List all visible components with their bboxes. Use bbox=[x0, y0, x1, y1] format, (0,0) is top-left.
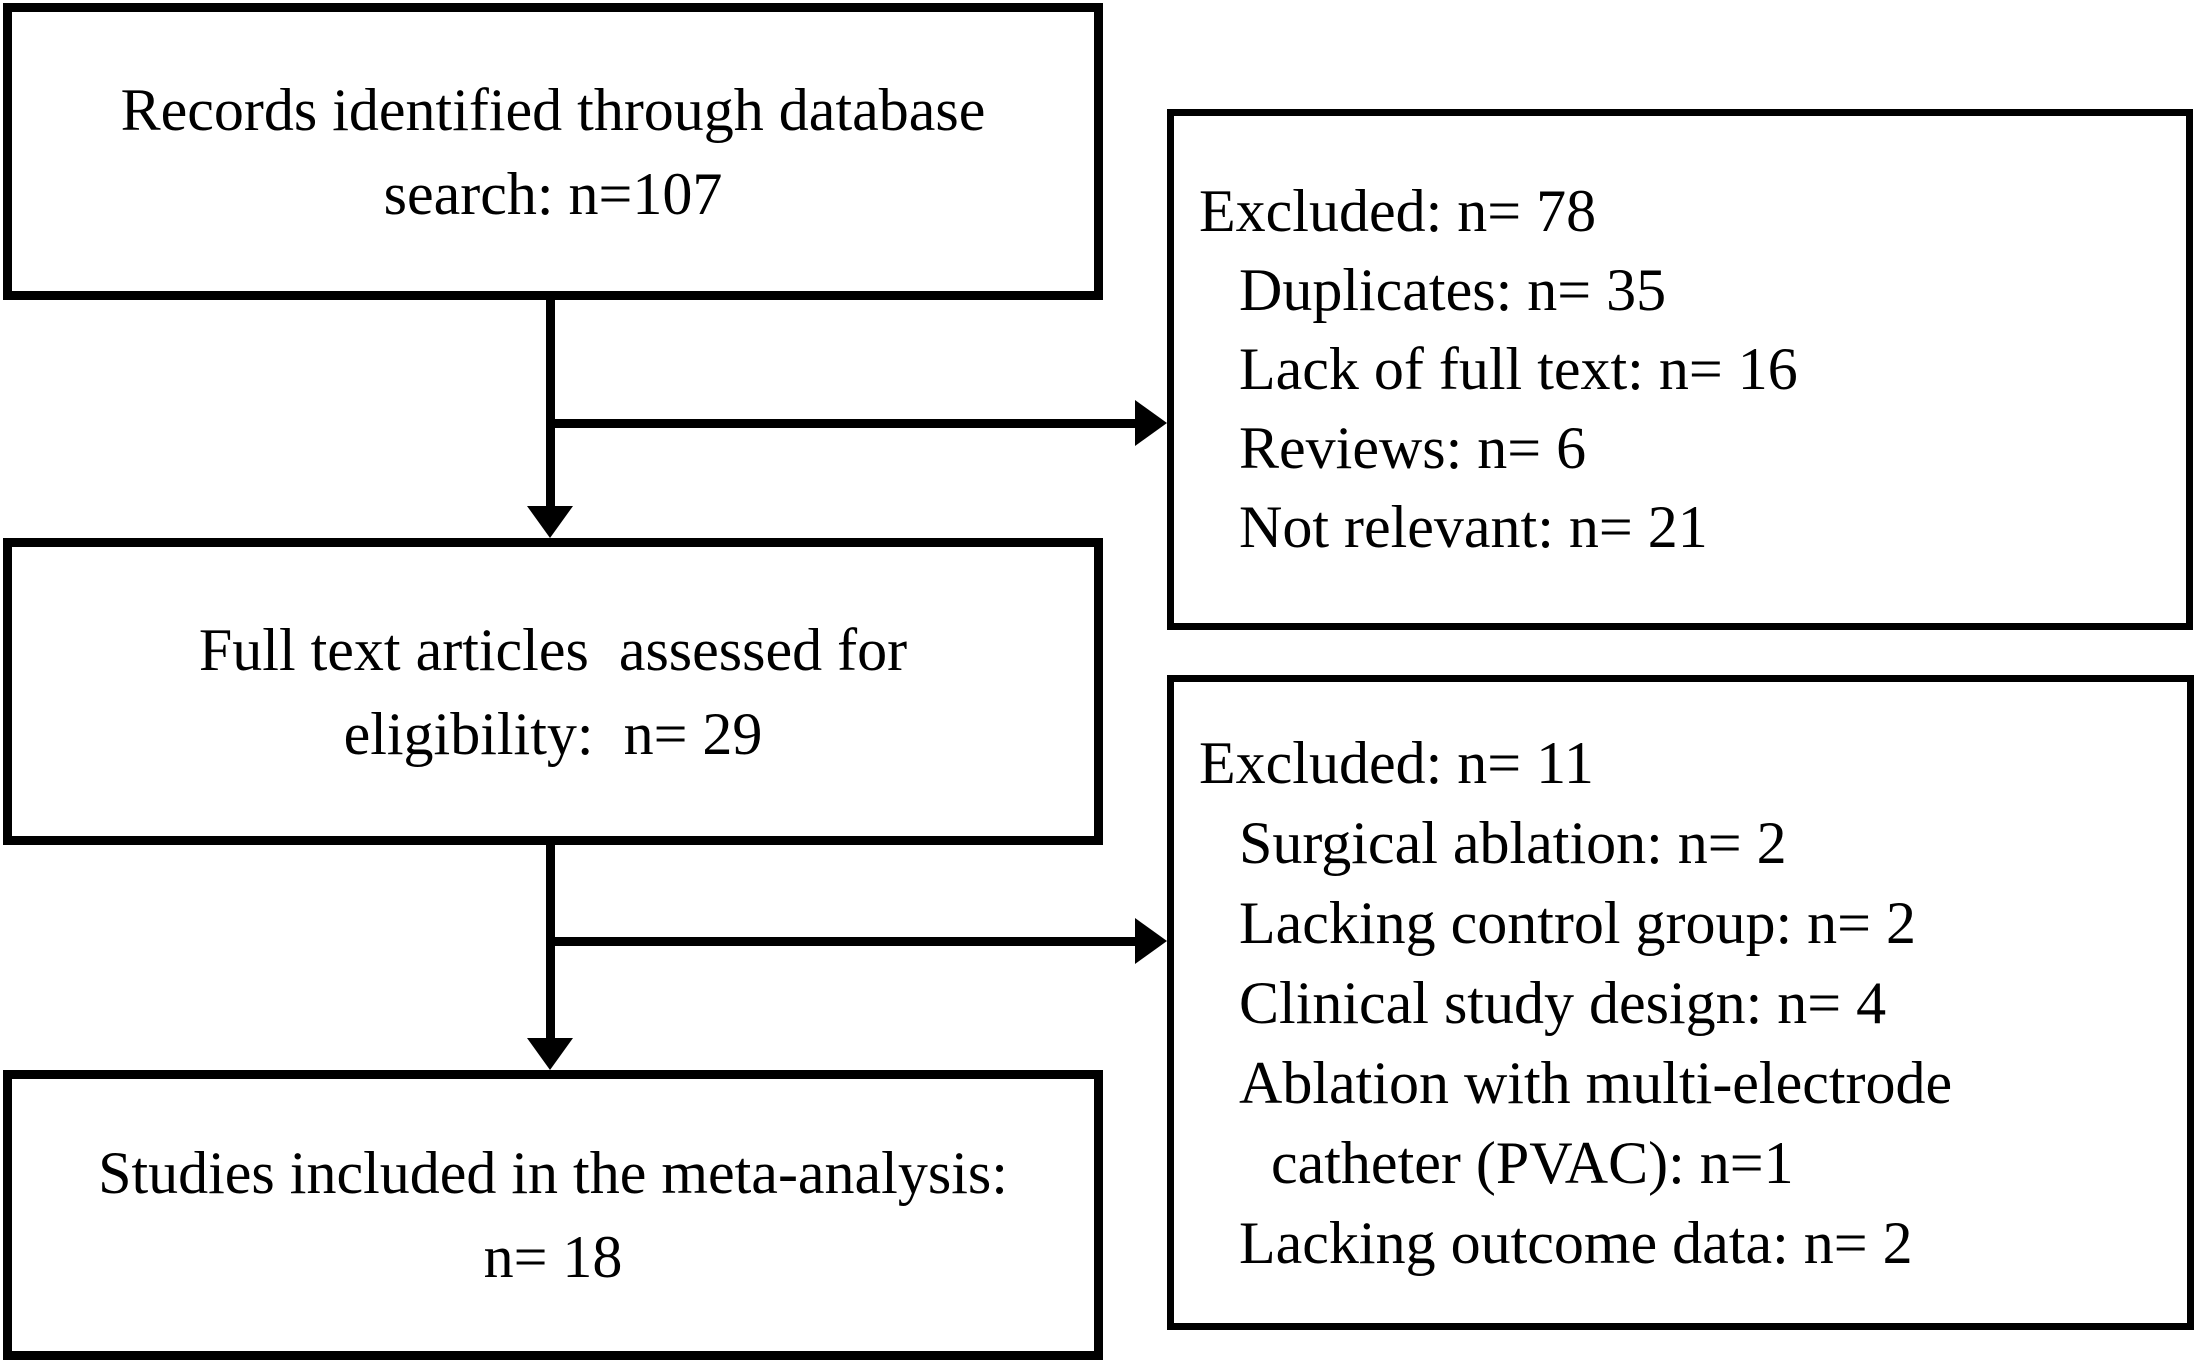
exclusion-item: Reviews: n= 6 bbox=[1239, 415, 1587, 481]
arrow-down-icon bbox=[527, 1038, 573, 1070]
exclusion-item: Lacking control group: n= 2 bbox=[1239, 889, 1917, 956]
exclusion-item: Duplicates: n= 35 bbox=[1239, 257, 1667, 323]
arrow-right-icon bbox=[1135, 400, 1167, 446]
arrow-down-icon bbox=[527, 506, 573, 538]
studies-included-text-line1: Studies included in the meta-analysis: bbox=[98, 1140, 1008, 1206]
exclusion-item: Ablation with multi-electrode bbox=[1239, 1049, 1953, 1116]
exclusion-item: Clinical study design: n= 4 bbox=[1239, 969, 1887, 1036]
records-identified-text-line2: search: n=107 bbox=[383, 160, 723, 227]
exclusion-item: Lack of full text: n= 16 bbox=[1239, 336, 1798, 402]
records-identified-text-line1: Records identified through database bbox=[120, 76, 986, 143]
exclusion-item-wrap: catheter (PVAC): n=1 bbox=[1271, 1129, 1794, 1196]
arrow-branch-to-excluded-eligibility-line bbox=[546, 937, 1138, 946]
arrow-right-icon bbox=[1135, 918, 1167, 964]
excluded-eligibility-box: Excluded: n= 11 Surgical ablation: n= 2 … bbox=[1167, 675, 2194, 1330]
arrow-branch-to-excluded-screening-line bbox=[546, 419, 1138, 428]
full-text-assessed-text-line2: eligibility: n= 29 bbox=[343, 700, 763, 767]
exclusion-item: Lacking outcome data: n= 2 bbox=[1239, 1209, 1913, 1276]
exclusion-item: Surgical ablation: n= 2 bbox=[1239, 809, 1787, 876]
records-identified-box: Records identified through database sear… bbox=[3, 3, 1103, 300]
excluded-screening-title: Excluded: n= 78 bbox=[1199, 178, 1597, 244]
studies-included-box: Studies included in the meta-analysis: n… bbox=[3, 1070, 1103, 1360]
excluded-screening-box: Excluded: n= 78 Duplicates: n= 35 Lack o… bbox=[1167, 109, 2193, 630]
exclusion-item: Not relevant: n= 21 bbox=[1239, 494, 1708, 560]
arrow-records-to-fulltext-line bbox=[546, 295, 555, 510]
studies-included-text-line2: n= 18 bbox=[483, 1224, 623, 1290]
excluded-eligibility-title: Excluded: n= 11 bbox=[1199, 729, 1594, 796]
full-text-assessed-box: Full text articles assessed for eligibil… bbox=[3, 538, 1103, 845]
full-text-assessed-text-line1: Full text articles assessed for bbox=[198, 616, 908, 683]
